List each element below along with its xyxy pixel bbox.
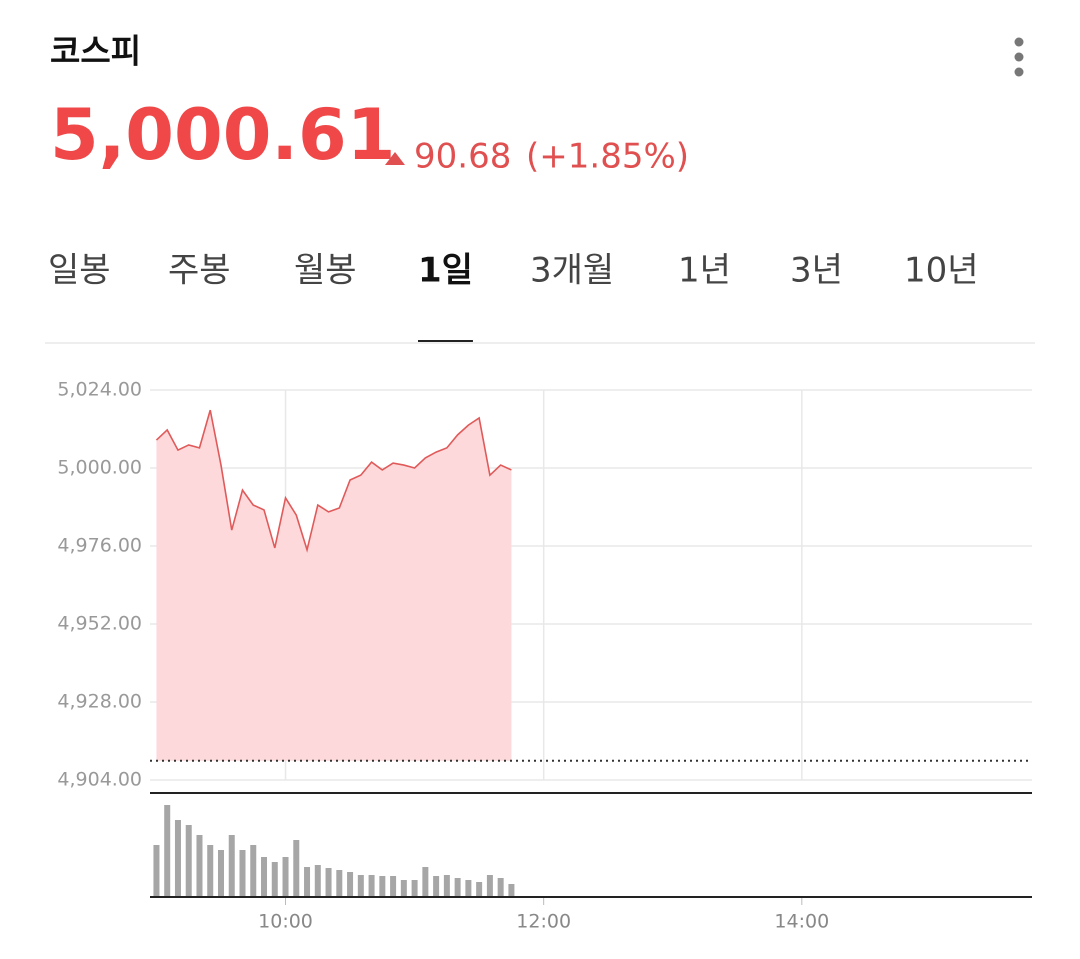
y-tick-label: 5,024.00 — [57, 379, 142, 401]
x-tick-label: 10:00 — [258, 911, 313, 933]
volume-bar — [379, 876, 386, 897]
volume-bar — [239, 850, 246, 897]
volume-bar — [390, 876, 397, 897]
volume-bar — [368, 875, 375, 897]
tab[interactable]: 월봉 — [294, 251, 357, 291]
volume-bar — [325, 868, 332, 897]
menu-button[interactable] — [1014, 37, 1024, 77]
volume-bar — [164, 805, 171, 897]
y-tick-label: 4,928.00 — [57, 691, 142, 713]
change-pct: (+1.85%) — [526, 137, 689, 177]
area — [156, 410, 512, 761]
tab[interactable]: 1년 — [678, 251, 731, 291]
x-tick-label: 14:00 — [774, 911, 829, 933]
volume-bar — [228, 835, 235, 897]
volume-bar — [486, 875, 493, 897]
x-tick-label: 12:00 — [516, 911, 571, 933]
volume-bar — [185, 825, 192, 897]
volume-bar — [433, 876, 440, 897]
tab[interactable]: 3년 — [790, 251, 843, 291]
volume-bar — [422, 867, 429, 897]
tab[interactable]: 3개월 — [530, 251, 614, 291]
y-tick-label: 4,952.00 — [57, 613, 142, 635]
y-tick-label: 4,976.00 — [57, 535, 142, 557]
volume-bar — [207, 845, 214, 897]
y-tick-label: 4,904.00 — [57, 769, 142, 791]
tab[interactable]: 주봉 — [168, 251, 231, 291]
volume-bar — [314, 865, 321, 897]
volume-bar — [454, 878, 461, 897]
volume-bar — [465, 880, 472, 897]
volume-bar — [347, 872, 354, 897]
tab[interactable]: 1일 — [418, 251, 473, 291]
volume-bar — [476, 882, 483, 897]
volume-bar — [250, 845, 257, 897]
volume-bar — [261, 857, 268, 897]
y-tick-label: 5,000.00 — [57, 457, 142, 479]
volume-bar — [153, 845, 160, 897]
line — [155, 409, 512, 553]
volume-bar — [336, 870, 343, 897]
volume-bar — [282, 857, 289, 897]
volume-bar — [271, 862, 278, 897]
volume-bar — [400, 880, 407, 897]
price: 5,000.61 — [50, 94, 395, 176]
volume-bar — [304, 867, 311, 897]
volume-bar — [174, 820, 181, 897]
tab[interactable]: 일봉 — [48, 251, 111, 291]
volume-bar — [443, 875, 450, 897]
up-arrow — [385, 152, 405, 165]
volume-bar — [293, 840, 300, 897]
title: 코스피 — [50, 32, 141, 71]
volume-bar — [497, 878, 504, 897]
volume-bar — [357, 875, 364, 897]
volume-bar — [411, 880, 418, 897]
volume-bar — [217, 850, 224, 897]
change: 90.68 — [414, 137, 511, 177]
volume-bar — [508, 884, 515, 897]
volume-bar — [196, 835, 203, 897]
tab[interactable]: 10년 — [904, 251, 979, 291]
